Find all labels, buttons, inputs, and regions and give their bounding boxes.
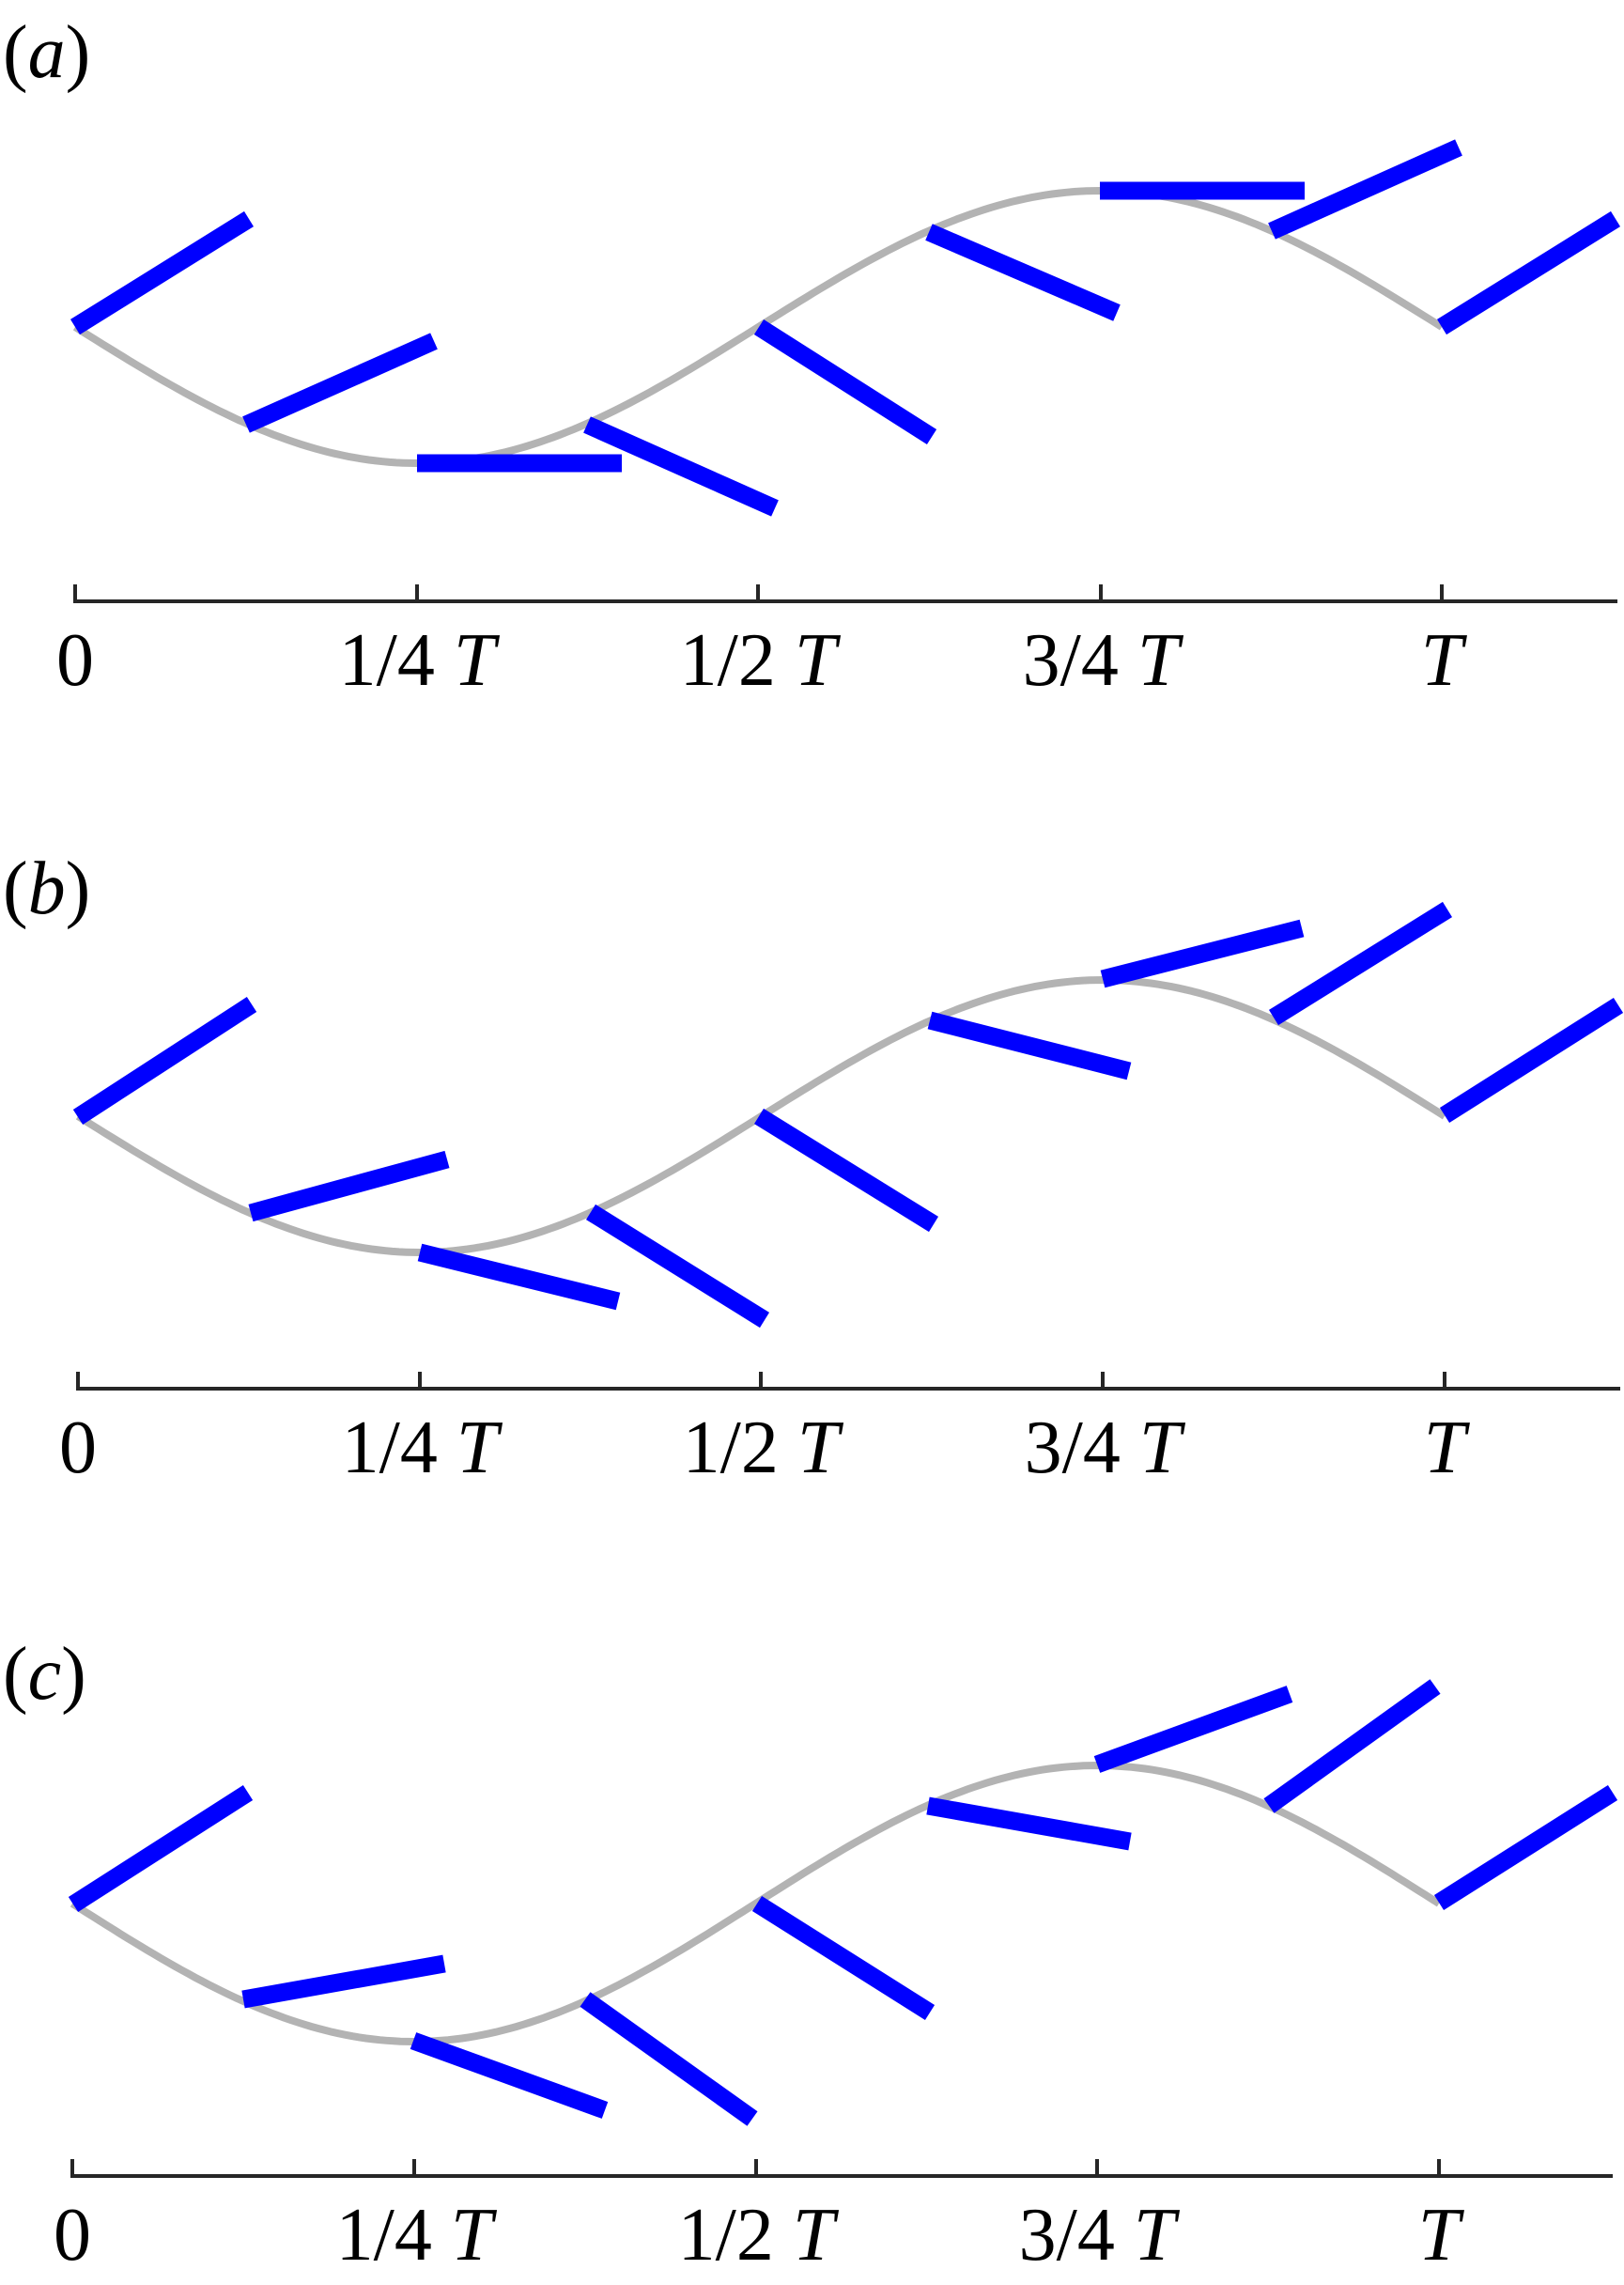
plate-stick [70, 210, 255, 335]
tick-label: 0 [59, 1407, 97, 1489]
tick-labels: 0 1/4 T 1/2 T 3/4 T T [56, 619, 1468, 702]
tick-label: 3/4 T [1023, 619, 1184, 702]
tick-label: 3/4 T [1019, 2194, 1181, 2277]
plate-stick [1268, 901, 1453, 1026]
plate-stick [1433, 1784, 1618, 1911]
plate-stick [1436, 210, 1621, 335]
plate-stick [585, 1204, 770, 1329]
panel-c: 0 1/4 T 1/2 T 3/4 T T (c) [3, 1633, 1618, 2277]
plate-stick [583, 416, 779, 517]
time-axis [73, 584, 1617, 603]
tick-label: T [1424, 1407, 1471, 1489]
tick-label: 0 [56, 619, 94, 702]
plate-stick [753, 319, 937, 445]
plate-sticks [72, 901, 1624, 1329]
plate-stick [1439, 997, 1624, 1124]
time-axis [76, 1372, 1620, 1391]
plate-stick [410, 2032, 609, 2119]
plate-stick [1263, 1679, 1441, 1813]
tick-label: T [1421, 619, 1468, 702]
plate-sticks [70, 139, 1621, 517]
panel-label: (b) [3, 847, 90, 930]
trajectory-path [72, 186, 1445, 468]
plate-stick [241, 1954, 446, 2009]
plate-stick [248, 1150, 450, 1222]
plate-stick [68, 1784, 254, 1913]
plate-stick [72, 997, 257, 1125]
plate-stick [1100, 919, 1305, 988]
plate-stick [580, 1992, 758, 2126]
tick-label: 1/4 T [339, 619, 501, 702]
tick-label: T [1418, 2194, 1465, 2277]
plate-stick [751, 1895, 936, 2021]
plate-stick [1093, 1686, 1293, 1773]
panel-b: 0 1/4 T 1/2 T 3/4 T T (b) [3, 847, 1624, 1489]
tick-label: 1/2 T [683, 1407, 844, 1489]
tick-label: 3/4 T [1025, 1407, 1186, 1489]
tick-label: 1/4 T [342, 1407, 503, 1489]
plate-stick [927, 1011, 1132, 1080]
trajectory-curve [70, 1761, 1442, 2046]
tick-label: 1/2 T [680, 619, 842, 702]
trajectory-path [70, 1761, 1442, 2046]
trajectory-curve [72, 186, 1445, 468]
tick-labels: 0 1/4 T 1/2 T 3/4 T T [59, 1407, 1471, 1489]
tick-label: 0 [54, 2194, 91, 2277]
time-axis [70, 2159, 1613, 2178]
panel-a: 0 1/4 T 1/2 T 3/4 T T (a) [3, 11, 1621, 702]
tick-label: 1/2 T [678, 2194, 840, 2277]
plate-sticks [68, 1679, 1618, 2126]
plate-stick [926, 1796, 1132, 1851]
tick-label: 1/4 T [336, 2194, 498, 2277]
plate-stick [754, 1108, 938, 1233]
plate-stick [1268, 139, 1462, 240]
panel-label: (a) [3, 11, 90, 94]
panel-label: (c) [3, 1633, 86, 1716]
plate-stick [417, 1243, 621, 1311]
tick-labels: 0 1/4 T 1/2 T 3/4 T T [54, 2194, 1465, 2277]
plate-stick [242, 333, 438, 433]
plate-stick [925, 224, 1121, 321]
